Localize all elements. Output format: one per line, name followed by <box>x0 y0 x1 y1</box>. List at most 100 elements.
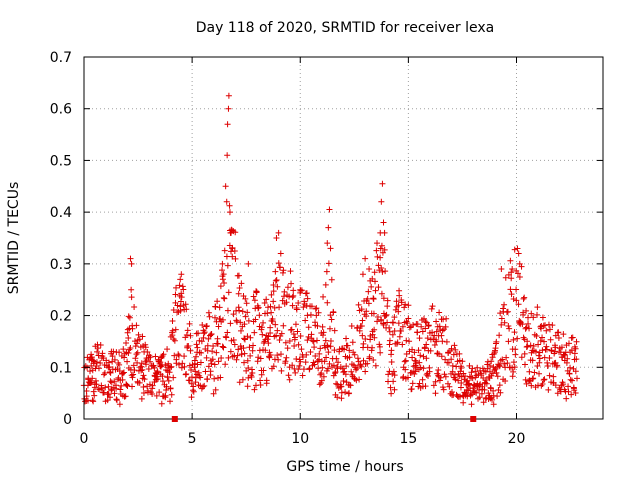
data-point <box>313 305 320 312</box>
data-point <box>138 363 145 370</box>
data-point <box>543 327 550 334</box>
data-point <box>122 393 129 400</box>
data-point <box>271 304 278 311</box>
data-point <box>297 333 304 340</box>
data-point <box>519 321 526 328</box>
data-point <box>420 365 427 372</box>
data-point <box>456 357 463 364</box>
data-point <box>564 355 571 362</box>
data-point <box>248 373 255 380</box>
y-tick-label: 0.2 <box>50 309 72 325</box>
data-point <box>241 350 248 357</box>
data-point <box>381 246 388 253</box>
data-point <box>251 297 258 304</box>
data-point <box>508 269 515 276</box>
data-point <box>200 330 207 337</box>
data-point <box>209 356 216 363</box>
data-point <box>324 365 331 372</box>
chart-title: Day 118 of 2020, SRMTID for receiver lex… <box>196 20 495 36</box>
data-point <box>330 362 337 369</box>
data-point <box>141 376 148 383</box>
data-point <box>378 242 385 249</box>
data-point <box>224 152 231 159</box>
data-point <box>377 254 384 261</box>
data-point <box>356 327 363 334</box>
data-point <box>348 368 355 375</box>
data-point <box>129 325 136 332</box>
data-point <box>107 394 114 401</box>
data-point <box>222 361 229 368</box>
data-point <box>359 317 366 324</box>
data-point <box>149 391 156 398</box>
data-point <box>358 363 365 370</box>
data-point <box>123 339 130 346</box>
data-point <box>190 388 197 395</box>
data-point <box>288 280 295 287</box>
data-point <box>508 291 515 298</box>
data-point <box>152 353 159 360</box>
data-point <box>144 349 151 356</box>
data-point <box>272 268 279 275</box>
data-point <box>185 343 192 350</box>
data-point <box>291 342 298 349</box>
data-point <box>116 401 123 408</box>
data-point <box>169 327 176 334</box>
data-point <box>331 327 338 334</box>
data-point <box>386 324 393 331</box>
data-point <box>321 358 328 365</box>
data-point <box>539 380 546 387</box>
data-point <box>473 389 480 396</box>
data-point <box>195 330 202 337</box>
data-point <box>131 367 138 374</box>
data-point <box>428 305 435 312</box>
x-tick-label: 15 <box>399 431 417 447</box>
data-point <box>530 314 537 321</box>
data-point <box>186 377 193 384</box>
data-point <box>289 302 296 309</box>
data-point <box>243 300 250 307</box>
data-point <box>275 229 282 236</box>
data-point <box>147 354 154 361</box>
data-point <box>88 354 95 361</box>
data-point <box>95 365 102 372</box>
data-point <box>198 349 205 356</box>
data-point <box>117 386 124 393</box>
x-axis-markers <box>171 416 477 422</box>
data-point <box>496 362 503 369</box>
data-point <box>489 354 496 361</box>
data-point <box>186 362 193 369</box>
data-point <box>193 353 200 360</box>
data-point <box>330 308 337 315</box>
data-point <box>356 376 363 383</box>
data-point <box>374 314 381 321</box>
data-point <box>133 340 140 347</box>
data-point <box>132 343 139 350</box>
data-point <box>460 399 467 406</box>
data-point <box>160 351 167 358</box>
data-point <box>255 304 262 311</box>
data-point <box>370 310 377 317</box>
data-point <box>235 346 242 353</box>
data-point <box>175 351 182 358</box>
data-point <box>388 358 395 365</box>
data-point <box>88 351 95 358</box>
data-point <box>512 346 519 353</box>
data-point <box>502 378 509 385</box>
data-point <box>362 255 369 262</box>
data-point <box>509 266 516 273</box>
data-point <box>286 293 293 300</box>
data-point <box>427 347 434 354</box>
data-point <box>234 352 241 359</box>
data-point <box>429 329 436 336</box>
data-point <box>513 286 520 293</box>
data-point <box>109 353 116 360</box>
data-point <box>342 389 349 396</box>
data-point <box>232 229 239 236</box>
data-point <box>569 377 576 384</box>
data-point <box>405 302 412 309</box>
data-point <box>391 328 398 335</box>
data-point <box>410 322 417 329</box>
data-point <box>368 283 375 290</box>
data-point <box>535 352 542 359</box>
data-point <box>136 336 143 343</box>
